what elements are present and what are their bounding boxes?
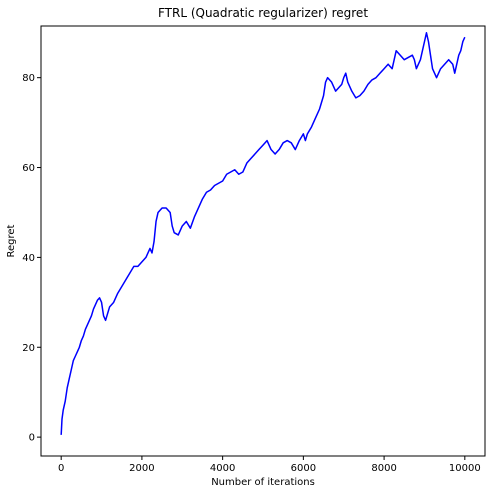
y-tick-label: 40 (22, 253, 35, 264)
x-tick-label: 10000 (449, 463, 481, 474)
plot-area (60, 31, 466, 435)
x-axis-ticks: 0 2000 4000 6000 8000 10000 (58, 456, 481, 474)
x-tick-label: 6000 (291, 463, 316, 474)
x-tick-label: 0 (58, 463, 64, 474)
y-axis-ticks: 0 20 40 60 80 (22, 73, 41, 444)
plot-frame (40, 25, 486, 457)
x-tick-label: 2000 (129, 463, 154, 474)
y-axis-label: Regret (6, 224, 17, 257)
x-tick-label: 4000 (210, 463, 235, 474)
x-tick-label: 8000 (371, 463, 396, 474)
x-axis-label: Number of iterations (211, 477, 315, 488)
y-tick-label: 80 (22, 73, 35, 84)
y-tick-label: 20 (22, 343, 35, 354)
regret-series-line (60, 31, 466, 435)
y-tick-label: 0 (29, 433, 35, 444)
y-tick-label: 60 (22, 163, 35, 174)
chart-title: FTRL (Quadratic regularizer) regret (158, 6, 368, 20)
